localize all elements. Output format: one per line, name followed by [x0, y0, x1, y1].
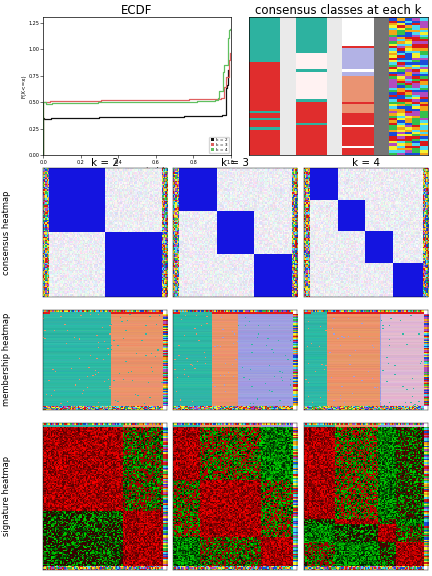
- Title: k = 3: k = 3: [222, 158, 249, 168]
- Legend: k = 2, k = 3, k = 4: k = 2, k = 3, k = 4: [210, 137, 229, 153]
- Title: ECDF: ECDF: [121, 4, 152, 17]
- Text: signature heatmap: signature heatmap: [2, 456, 11, 536]
- Text: membership heatmap: membership heatmap: [2, 313, 11, 407]
- Title: consensus classes at each k: consensus classes at each k: [255, 4, 422, 17]
- Title: k = 2: k = 2: [91, 158, 119, 168]
- Text: consensus heatmap: consensus heatmap: [2, 190, 11, 275]
- Y-axis label: F(X<=x): F(X<=x): [22, 74, 27, 98]
- Title: k = 4: k = 4: [352, 158, 380, 168]
- X-axis label: consensus value [x]: consensus value [x]: [109, 166, 165, 171]
